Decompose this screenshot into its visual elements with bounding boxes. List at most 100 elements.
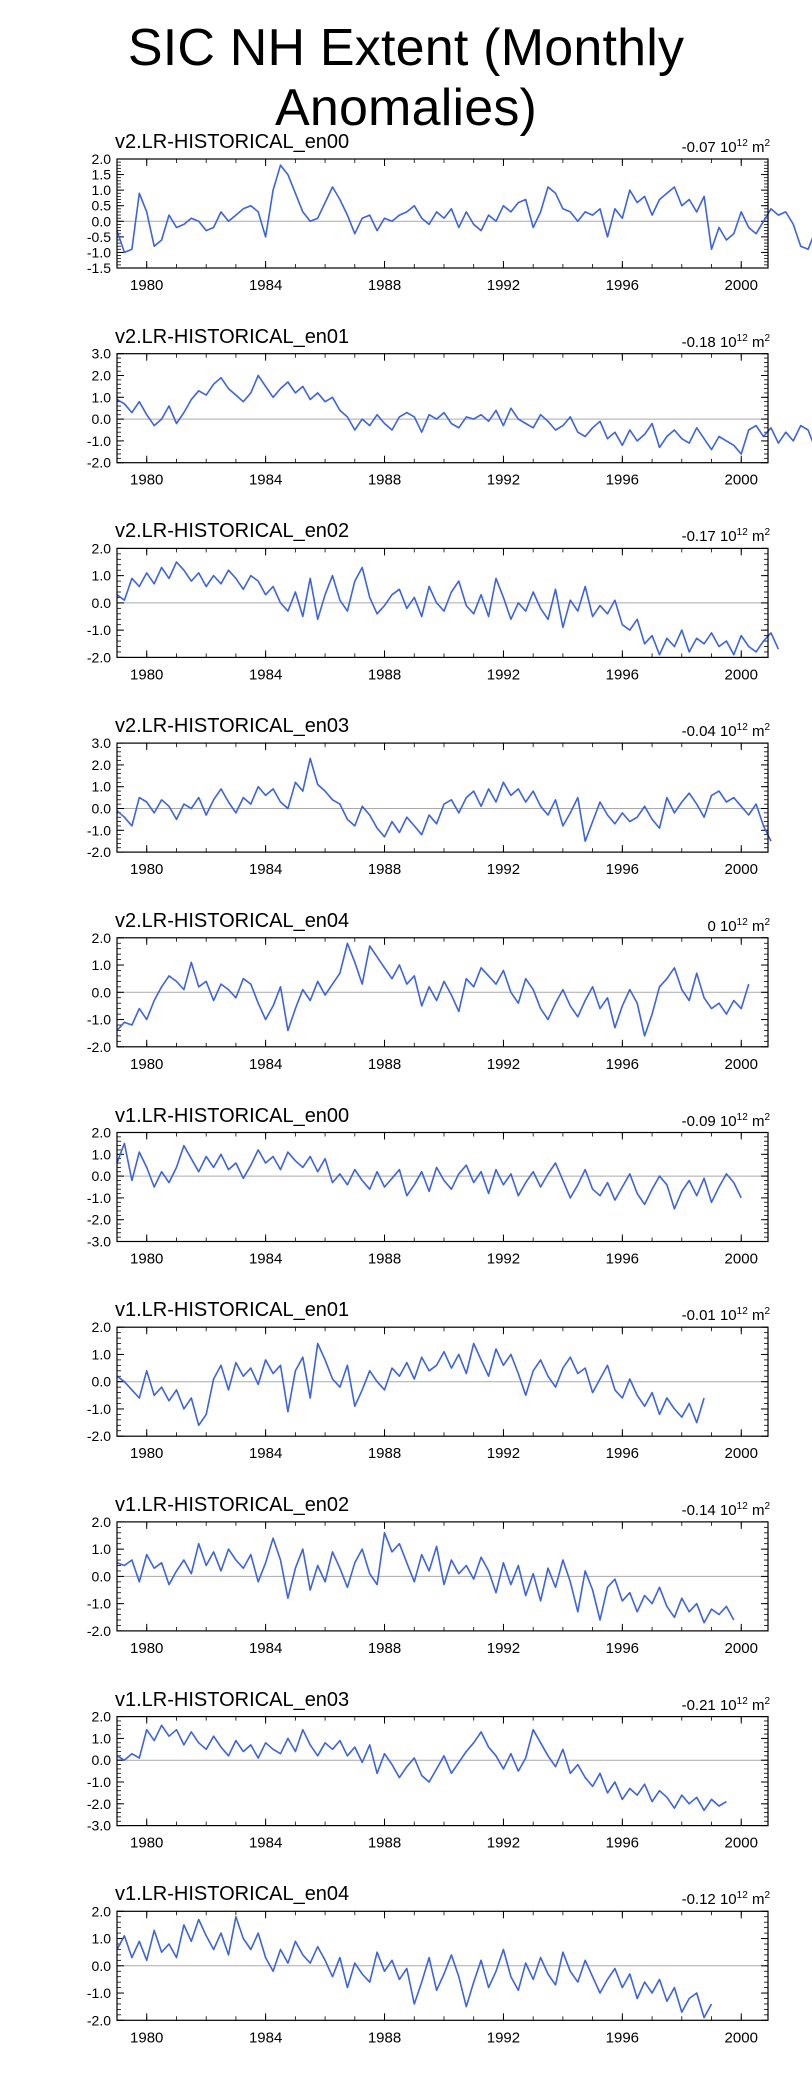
y-tick-label: 0.0 <box>92 1958 112 1974</box>
y-tick-label: 2.0 <box>92 540 112 556</box>
x-tick-label: 1984 <box>249 277 282 294</box>
x-tick-label: 1980 <box>130 2029 163 2046</box>
x-tick-label: 1996 <box>606 1445 639 1462</box>
y-tick-label: 2.0 <box>92 1903 112 1919</box>
x-tick-label: 1988 <box>368 861 401 878</box>
x-tick-label: 1992 <box>487 1056 520 1073</box>
y-tick-label: 0.0 <box>92 1168 112 1184</box>
y-tick-label: 2.0 <box>92 1514 112 1530</box>
y-tick-label: -1.0 <box>87 1401 111 1417</box>
panel-4: 2.0 1.0 0.0 -1.0 -2.0 1980 1984 1988 1992 1996 200… <box>87 930 769 1073</box>
trend-value: -0.04 <box>681 723 716 741</box>
y-tick-label: 0.0 <box>92 213 112 229</box>
series-line <box>116 757 772 843</box>
trend-multiplier: 10 <box>719 1112 737 1130</box>
y-tick-label: 2.0 <box>92 151 112 167</box>
x-tick-label: 1988 <box>368 1835 401 1852</box>
x-tick-label: 1992 <box>487 1251 520 1268</box>
plot-frame <box>116 547 769 659</box>
trend-exponent: 12 <box>736 1695 748 1707</box>
y-tick-label: 0.0 <box>92 801 112 817</box>
plot-frame <box>116 1326 769 1437</box>
panel-trend-label: -0.12 1012 m2 <box>682 1885 770 1911</box>
x-tick-label: 1984 <box>249 2029 282 2046</box>
x-tick-label: 1988 <box>368 1640 401 1657</box>
x-tick-label: 2000 <box>725 2029 758 2046</box>
trend-value: 0 <box>707 917 716 935</box>
x-tick-label: 2000 <box>725 277 758 294</box>
series-line <box>116 1142 742 1210</box>
panel-2: 2.0 1.0 0.0 -1.0 -2.0 1980 1984 1988 1992 1996 200… <box>87 540 780 683</box>
trend-multiplier: 10 <box>719 139 737 156</box>
x-tick-label: 1984 <box>249 1056 282 1073</box>
x-tick-label: 2000 <box>725 666 758 683</box>
y-tick-label: -2.0 <box>87 844 111 860</box>
y-tick-label: 0.0 <box>92 411 112 427</box>
y-tick-label: 3.0 <box>92 735 112 751</box>
y-tick-label: 1.0 <box>92 1541 112 1557</box>
trend-multiplier: 10 <box>719 1501 737 1519</box>
y-tick-label: 0.0 <box>92 984 112 1000</box>
y-tick-label: 2.0 <box>92 368 112 384</box>
x-tick-label: 1980 <box>130 1251 163 1268</box>
x-tick-label: 1996 <box>606 1056 639 1073</box>
trend-unit: m <box>751 723 765 741</box>
x-tick-label: 1992 <box>487 1835 520 1852</box>
x-tick-label: 2000 <box>725 1251 758 1268</box>
x-tick-label: 1988 <box>368 1251 401 1268</box>
y-tick-label: 1.0 <box>92 957 112 973</box>
trend-multiplier: 10 <box>719 917 737 935</box>
x-tick-label: 1988 <box>368 2029 401 2046</box>
x-tick-label: 1996 <box>606 277 639 294</box>
trend-value: -0.01 <box>681 1307 716 1325</box>
trend-exponent: 12 <box>736 1890 748 1902</box>
y-tick-label: 2.0 <box>92 757 112 773</box>
series-line <box>116 1342 705 1427</box>
trend-unit-exponent: 2 <box>764 916 770 928</box>
trend-value: -0.18 <box>681 333 716 351</box>
y-tick-label: -1.0 <box>87 244 111 260</box>
panel-9: 2.0 1.0 0.0 -1.0 -2.0 1980 1984 1988 1992 1996 200… <box>87 1903 769 2046</box>
y-tick-label: 2.0 <box>92 930 112 946</box>
x-tick-label: 1988 <box>368 1445 401 1462</box>
y-tick-label: 3.0 <box>92 346 112 362</box>
trend-multiplier: 10 <box>719 333 737 351</box>
x-tick-label: 1984 <box>249 1835 282 1852</box>
y-tick-label: 1.0 <box>92 182 112 198</box>
x-tick-label: 1988 <box>368 277 401 294</box>
x-tick-label: 1992 <box>487 277 520 294</box>
trend-unit: m <box>751 1112 765 1130</box>
y-tick-label: -1.5 <box>87 260 111 276</box>
panel-title: v1.LR-HISTORICAL_en02 <box>115 1493 350 1516</box>
x-tick-label: 1992 <box>487 472 520 489</box>
x-tick-label: 1980 <box>130 1445 163 1462</box>
panel-7: 2.0 1.0 0.0 -1.0 -2.0 1980 1984 1988 1992 1996 200… <box>87 1514 769 1657</box>
trend-value: -0.07 <box>681 139 716 156</box>
y-tick-label: -1.0 <box>87 1774 111 1790</box>
figure-title: SIC NH Extent (Monthly Anomalies) <box>127 19 685 137</box>
trend-unit: m <box>751 917 765 935</box>
x-tick-label: 2000 <box>725 1640 758 1657</box>
y-tick-label: 0.0 <box>92 595 112 611</box>
x-tick-label: 1984 <box>249 861 282 878</box>
trend-exponent: 12 <box>736 1500 748 1512</box>
x-tick-label: 1996 <box>606 1640 639 1657</box>
x-tick-label: 1992 <box>487 666 520 683</box>
panel-trend-label: 0 1012 m2 <box>707 912 770 938</box>
plot-frame <box>116 1521 769 1632</box>
trend-value: -0.21 <box>681 1696 716 1714</box>
trend-unit-exponent: 2 <box>764 722 770 734</box>
trend-unit-exponent: 2 <box>764 1500 770 1512</box>
plot-frame <box>116 1910 769 2021</box>
x-tick-label: 1996 <box>606 666 639 683</box>
plot-frame <box>116 1131 769 1243</box>
series-line <box>116 164 812 254</box>
x-tick-label: 2000 <box>725 1056 758 1073</box>
y-tick-label: -3.0 <box>87 1234 111 1250</box>
plot-frame <box>116 353 769 464</box>
panel-trend-label: -0.07 1012 m2 <box>682 133 770 159</box>
x-tick-label: 1996 <box>606 1251 639 1268</box>
